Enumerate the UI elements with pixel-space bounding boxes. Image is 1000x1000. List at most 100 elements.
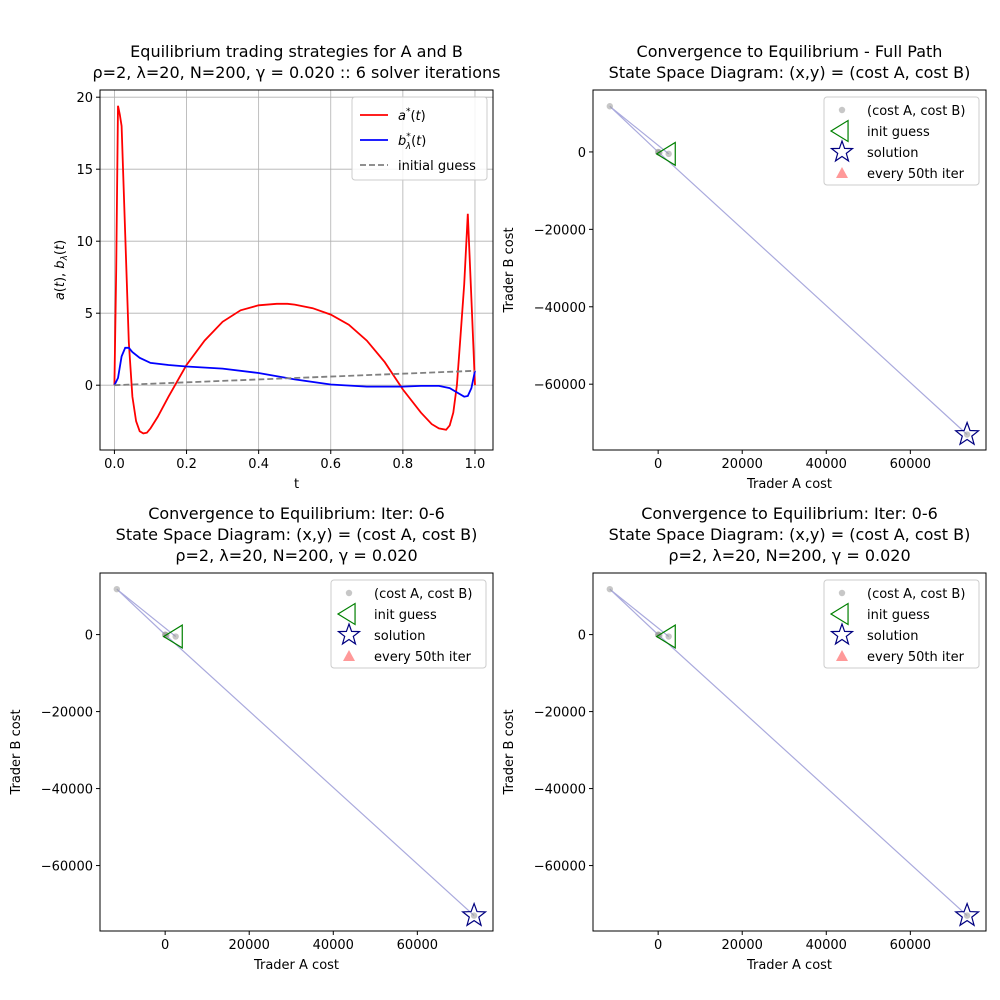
legend-entry-b: b* λ(t) (398, 132, 426, 152)
cost-point (606, 103, 614, 110)
y-axis-label: Trader B cost (502, 227, 517, 313)
cost-point (470, 912, 478, 919)
cost-point (172, 633, 179, 640)
legend-entry-every-50th: every 50th iter (374, 650, 472, 665)
legend: (cost A, cost B) init guess solution every … (823, 579, 980, 669)
chart-title-line: Convergence to Equilibrium - Full Path (637, 42, 943, 61)
legend-swatch (836, 650, 848, 661)
x-axis-label: Trader A cost (746, 477, 832, 492)
init-guess-marker (655, 141, 676, 167)
legend-entry-initial-guess: initial guess (398, 159, 476, 174)
chart-title-line: ρ=2, λ=20, N=200, γ = 0.020 :: 6 solver … (93, 63, 501, 82)
y-tick-label: 0 (578, 146, 586, 161)
axes-frame (99, 572, 494, 932)
init-guess-marker (162, 624, 183, 649)
initial-guess-line (114, 369, 476, 387)
x-axis-label: t (294, 477, 299, 492)
a-star-curve (113, 105, 476, 435)
y-tick-label: −20000 (534, 223, 586, 238)
legend-entry-cost: (cost A, cost B) (374, 587, 472, 602)
axes-frame (99, 89, 494, 451)
chart-title-line: Convergence to Equilibrium: Iter: 0-6 (148, 504, 445, 523)
x-tick-label: 60000 (890, 457, 931, 472)
legend-box (823, 96, 980, 186)
legend-swatch (836, 167, 848, 178)
y-tick-label: 0 (85, 629, 93, 644)
y-tick-label: −60000 (534, 378, 586, 393)
legend: (cost A, cost B) init guess solution every … (330, 579, 487, 669)
legend-swatch (838, 106, 846, 114)
chart-title-line: State Space Diagram: (x,y) = (cost A, co… (609, 63, 971, 82)
y-tick-label: −20000 (534, 706, 586, 721)
legend-entry-solution: solution (374, 629, 425, 644)
y-tick-label: 10 (76, 235, 93, 250)
y-axis-label: Trader B cost (502, 709, 517, 795)
chart-title-line: ρ=2, λ=20, N=200, γ = 0.020 (668, 546, 910, 565)
legend-entry-cost: (cost A, cost B) (867, 587, 965, 602)
legend-swatch (829, 139, 855, 163)
x-tick-label: 40000 (806, 457, 847, 472)
legend-swatch (343, 650, 355, 661)
x-axis-label: Trader A cost (746, 958, 832, 973)
x-tick-label: 0 (654, 457, 662, 472)
x-tick-label: 0.8 (393, 457, 414, 472)
legend-box (330, 579, 487, 669)
legend-swatch (345, 589, 353, 597)
cost-point (665, 150, 672, 158)
legend-entry-init-guess: init guess (374, 608, 437, 623)
axes-frame (592, 89, 987, 451)
x-tick-label: 0 (161, 938, 169, 953)
y-tick-label: 0 (85, 379, 93, 394)
x-tick-label: 60000 (890, 938, 931, 953)
y-tick-label: −60000 (534, 860, 586, 875)
y-axis-label: a(t), bλ(t) (53, 240, 70, 300)
legend-entry-cost: (cost A, cost B) (867, 104, 965, 119)
legend-swatch (829, 119, 849, 143)
x-tick-label: 0.4 (248, 457, 269, 472)
x-tick-label: 40000 (806, 938, 847, 953)
cost-point (963, 431, 971, 438)
x-tick-label: 0 (654, 938, 662, 953)
y-tick-label: 15 (76, 163, 93, 178)
solution-marker (954, 420, 981, 446)
legend-entry-every-50th: every 50th iter (867, 167, 965, 182)
legend-swatch (336, 602, 356, 626)
legend-entry-init-guess: init guess (867, 608, 930, 623)
legend: (cost A, cost B) init guess solution every … (823, 96, 980, 186)
x-axis-label: Trader A cost (253, 958, 339, 973)
solution-marker (461, 901, 488, 927)
chart-title-line: State Space Diagram: (x,y) = (cost A, co… (609, 525, 971, 544)
legend-entry-every-50th: every 50th iter (867, 650, 965, 665)
y-tick-label: −40000 (41, 783, 93, 798)
chart-title-line: Convergence to Equilibrium: Iter: 0-6 (641, 504, 938, 523)
cost-point (665, 633, 672, 640)
y-tick-label: −20000 (41, 706, 93, 721)
legend-entry-init-guess: init guess (867, 125, 930, 140)
y-tick-label: 0 (578, 629, 586, 644)
x-tick-label: 60000 (397, 938, 438, 953)
init-guess-marker (655, 624, 676, 649)
cost-point (113, 585, 121, 593)
y-axis-label: Trader B cost (9, 709, 24, 795)
x-tick-label: 20000 (722, 457, 763, 472)
axes-frame (592, 572, 987, 932)
legend-box (351, 96, 488, 181)
y-tick-label: 20 (76, 91, 93, 106)
x-tick-label: 20000 (722, 938, 763, 953)
legend-swatch (838, 589, 846, 597)
legend-entry-a: a*(t) (398, 107, 426, 124)
legend-swatch (336, 622, 362, 646)
x-tick-label: 0.0 (104, 457, 125, 472)
cost-point (963, 912, 971, 919)
chart-title-line: Equilibrium trading strategies for A and… (130, 42, 463, 61)
x-tick-label: 0.6 (320, 457, 341, 472)
y-tick-label: −40000 (534, 301, 586, 316)
y-tick-label: −40000 (534, 783, 586, 798)
chart-title-line: State Space Diagram: (x,y) = (cost A, co… (116, 525, 478, 544)
y-tick-label: −60000 (41, 860, 93, 875)
x-tick-label: 1.0 (465, 457, 486, 472)
y-tick-label: 5 (85, 307, 93, 322)
x-tick-label: 40000 (313, 938, 354, 953)
legend: a*(t) b* λ(t) initial guess (351, 96, 488, 181)
